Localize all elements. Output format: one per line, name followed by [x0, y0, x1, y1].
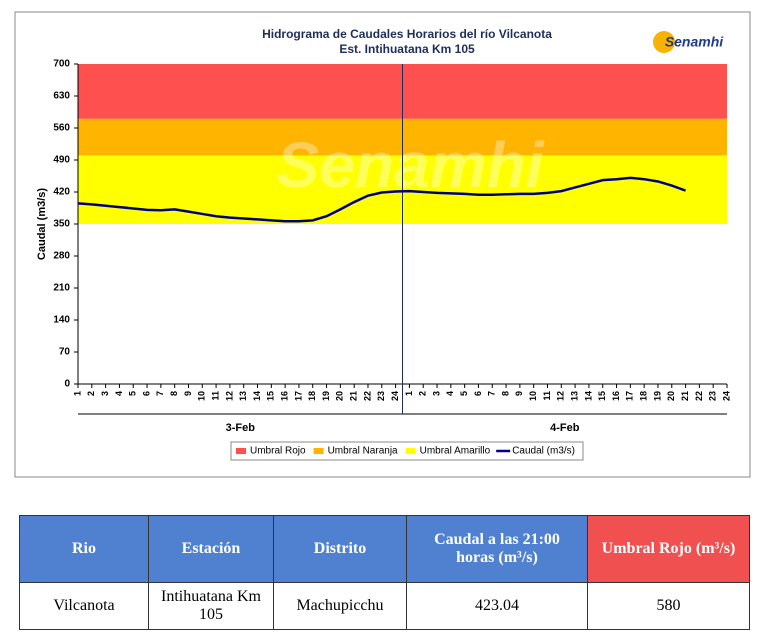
group-label: 3-Feb — [226, 422, 256, 434]
x-tick-label: 24 — [721, 391, 731, 401]
x-tick-label: 12 — [224, 391, 234, 401]
logo-sun — [653, 31, 675, 53]
x-tick-label: 11 — [542, 391, 552, 401]
header-cell: Estación — [148, 515, 274, 583]
legend-label: Caudal (m3/s) — [512, 446, 575, 457]
legend: Umbral Rojo Umbral Naranja Umbral Amarillo… — [230, 441, 584, 461]
x-tick-label: 9 — [514, 391, 524, 396]
x-tick-label: 2 — [86, 391, 96, 396]
x-tick-label: 3 — [431, 391, 441, 396]
y-tick-label: 0 — [64, 379, 70, 390]
watermark: Senamhi — [277, 129, 545, 201]
summary-table: Rio Estación Distrito Caudal a las 21:00… — [19, 515, 750, 630]
x-tick-label: 4 — [114, 391, 124, 396]
x-tick-label: 14 — [583, 391, 593, 401]
header-cell: Umbral Rojo (m³/s) — [587, 515, 750, 583]
y-tick-label: 210 — [53, 283, 70, 294]
x-tick-label: 15 — [266, 391, 276, 401]
y-tick-label: 350 — [53, 219, 70, 230]
legend-swatch — [405, 448, 416, 454]
cell: 580 — [587, 582, 750, 630]
x-tick-label: 1 — [72, 391, 82, 396]
chart: Hidrograma de Caudales Horarios del río … — [14, 11, 751, 478]
x-tick-label: 5 — [459, 391, 469, 396]
legend-swatch — [236, 448, 246, 454]
x-tick-label: 7 — [487, 391, 497, 396]
x-tick-label: 23 — [376, 391, 386, 401]
cell: Vilcanota — [19, 582, 149, 630]
y-tick-label: 140 — [53, 315, 70, 326]
x-tick-label: 18 — [639, 391, 649, 401]
table-row: Vilcanota Intihuatana Km 105 Machupicchu… — [19, 582, 750, 630]
header-cell: Caudal a las 21:00 horas (m³/s) — [406, 515, 588, 583]
y-tick-label: 700 — [53, 59, 70, 70]
cell: Intihuatana Km 105 — [148, 582, 274, 630]
x-tick-label: 3 — [100, 391, 110, 396]
header-cell: Distrito — [273, 515, 407, 583]
y-axis-label: Caudal (m3/s) — [36, 188, 48, 260]
x-tick-label: 13 — [569, 391, 579, 401]
x-tick-label: 12 — [556, 391, 566, 401]
x-tick-label: 16 — [611, 391, 621, 401]
legend-swatch — [313, 448, 324, 454]
x-tick-label: 6 — [473, 391, 483, 396]
y-tick-label: 630 — [53, 91, 70, 102]
x-tick-label: 17 — [625, 391, 635, 401]
x-tick-label: 23 — [708, 391, 718, 401]
x-tick-label: 20 — [666, 391, 676, 401]
x-tick-label: 10 — [528, 391, 538, 401]
y-tick-label: 70 — [59, 347, 71, 358]
x-tick-label: 21 — [349, 391, 359, 401]
x-tick-label: 13 — [238, 391, 248, 401]
x-tick-label: 21 — [680, 391, 690, 401]
y-tick-label: 420 — [53, 187, 70, 198]
group-label: 4-Feb — [550, 422, 580, 434]
x-tick-label: 22 — [694, 391, 704, 401]
legend-label: Umbral Amarillo — [420, 446, 491, 457]
x-tick-label: 20 — [335, 391, 345, 401]
logo: Senamhi — [665, 34, 724, 50]
chart-title: Hidrograma de Caudales Horarios del río … — [262, 27, 552, 41]
x-tick-label: 17 — [293, 391, 303, 401]
x-tick-label: 19 — [652, 391, 662, 401]
x-tick-label: 10 — [197, 391, 207, 401]
cell: 423.04 — [406, 582, 588, 630]
x-tick-label: 5 — [128, 391, 138, 396]
x-tick-label: 19 — [321, 391, 331, 401]
cell: Machupicchu — [273, 582, 407, 630]
x-tick-label: 4 — [445, 391, 455, 396]
y-tick-label: 280 — [53, 251, 70, 262]
x-tick-label: 14 — [252, 391, 262, 401]
legend-label: Umbral Rojo — [250, 446, 306, 457]
x-tick-label: 2 — [418, 391, 428, 396]
y-tick-label: 490 — [53, 155, 70, 166]
x-tick-label: 11 — [210, 391, 220, 401]
series-line — [77, 176, 687, 223]
x-tick-label: 6 — [141, 391, 151, 396]
y-tick-label: 560 — [53, 123, 70, 134]
x-tick-label: 15 — [597, 391, 607, 401]
x-tick-label: 9 — [183, 391, 193, 396]
x-tick-label: 16 — [280, 391, 290, 401]
header-cell: Rio — [19, 515, 149, 583]
chart-subtitle: Est. Intihuatana Km 105 — [339, 42, 475, 56]
legend-label: Umbral Naranja — [328, 446, 398, 457]
x-tick-label: 1 — [404, 391, 414, 396]
table-header: Rio Estación Distrito Caudal a las 21:00… — [19, 515, 750, 583]
x-tick-label: 7 — [155, 391, 165, 396]
x-tick-label: 8 — [169, 391, 179, 396]
x-tick-label: 8 — [500, 391, 510, 396]
x-tick-label: 24 — [390, 391, 400, 401]
x-tick-label: 18 — [307, 391, 317, 401]
x-tick-label: 22 — [362, 391, 372, 401]
